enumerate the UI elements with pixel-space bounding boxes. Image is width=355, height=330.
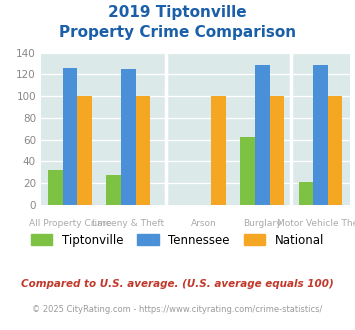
Bar [211,96,226,205]
Bar [313,65,328,205]
Bar [63,68,77,205]
Bar [136,96,150,205]
Text: Larceny & Theft: Larceny & Theft [92,219,164,228]
Bar [240,137,255,205]
Text: © 2025 CityRating.com - https://www.cityrating.com/crime-statistics/: © 2025 CityRating.com - https://www.city… [32,305,323,314]
Bar [299,182,313,205]
Bar [48,170,63,205]
Bar [328,96,342,205]
Text: Motor Vehicle Theft: Motor Vehicle Theft [277,219,355,228]
Text: Property Crime Comparison: Property Crime Comparison [59,25,296,40]
Bar [121,69,136,205]
Bar [255,65,269,205]
Bar [269,96,284,205]
Text: Burglary: Burglary [243,219,282,228]
Text: 2019 Tiptonville: 2019 Tiptonville [108,5,247,20]
Legend: Tiptonville, Tennessee, National: Tiptonville, Tennessee, National [26,229,329,251]
Text: All Property Crime: All Property Crime [29,219,111,228]
Bar [77,96,92,205]
Text: Compared to U.S. average. (U.S. average equals 100): Compared to U.S. average. (U.S. average … [21,279,334,289]
Text: Arson: Arson [191,219,217,228]
Bar [106,175,121,205]
